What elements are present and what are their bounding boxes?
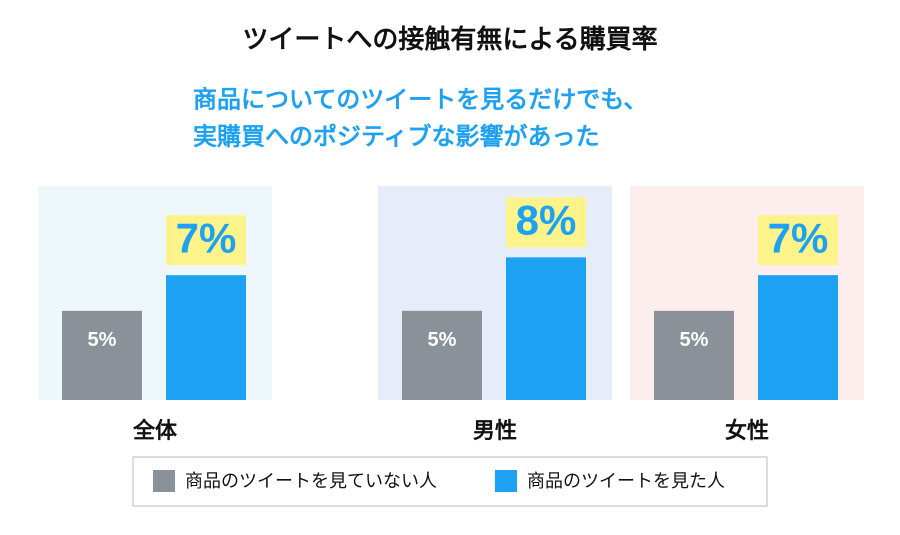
bar	[166, 275, 246, 400]
legend-swatch	[495, 470, 517, 492]
legend-swatch	[153, 470, 175, 492]
legend-box	[132, 456, 768, 507]
value-label: 8%	[516, 196, 577, 243]
value-label-box	[166, 215, 246, 266]
value-label-box	[506, 197, 586, 248]
category-label: 男性	[473, 418, 517, 443]
bar	[758, 275, 838, 400]
legend-label: 商品のツイートを見ていない人	[185, 471, 437, 491]
value-label: 7%	[176, 214, 237, 261]
chart-title: ツイートへの接触有無による購買率	[242, 24, 657, 54]
value-label: 5%	[428, 329, 457, 351]
bar	[506, 257, 586, 400]
bar	[654, 310, 734, 400]
category-label: 女性	[725, 418, 769, 443]
subtitle: 実購買へのポジティブな影響があった	[193, 122, 600, 150]
legend-label: 商品のツイートを見た人	[527, 471, 725, 491]
value-label-box	[758, 215, 838, 266]
bar	[62, 310, 142, 400]
value-label: 5%	[680, 329, 709, 351]
category-label: 全体	[132, 418, 178, 443]
value-label: 7%	[768, 214, 829, 261]
value-label: 5%	[88, 329, 117, 351]
bar	[402, 310, 482, 400]
subtitle: 商品についてのツイートを見るだけでも、	[193, 85, 648, 113]
